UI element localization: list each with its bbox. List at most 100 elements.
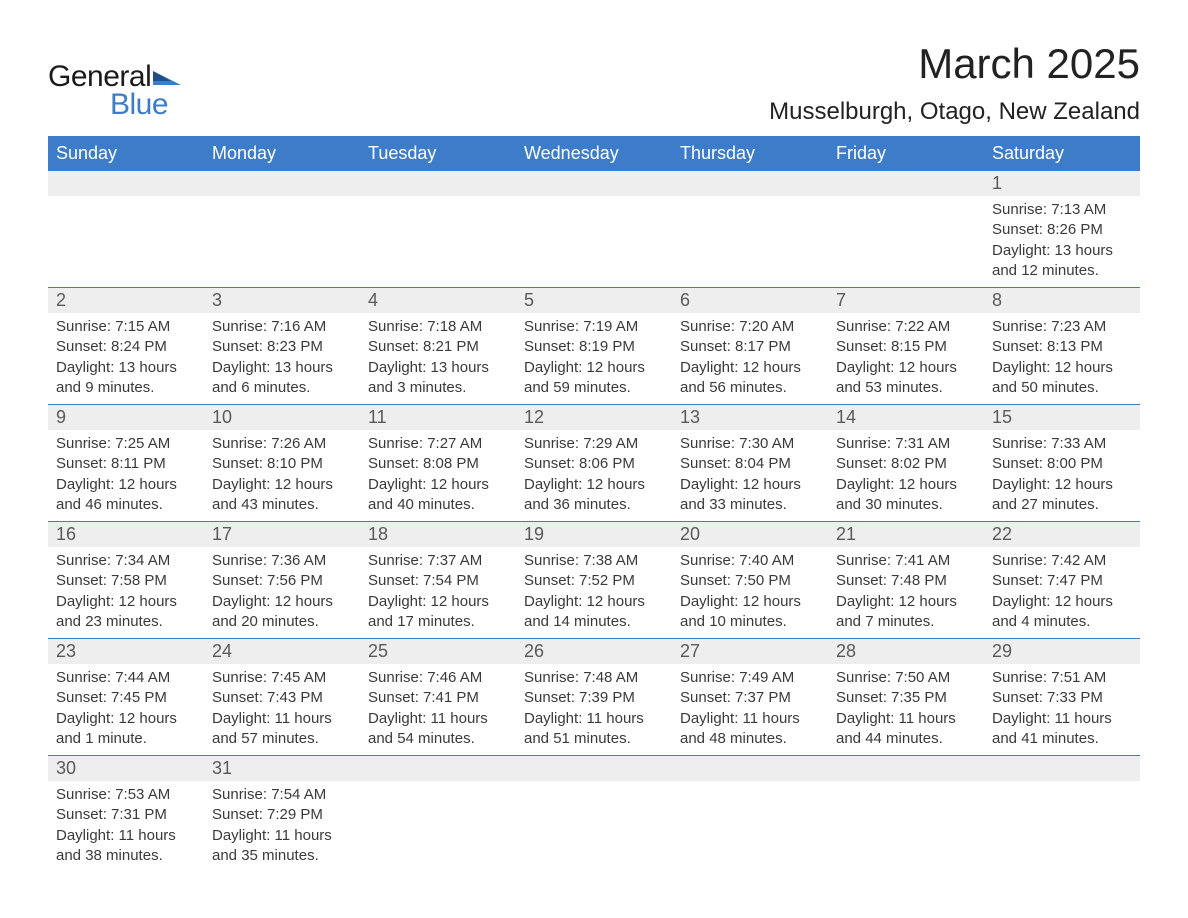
day-details bbox=[360, 196, 516, 288]
sunset-text: Sunset: 8:21 PM bbox=[368, 337, 508, 357]
day-number bbox=[360, 171, 516, 196]
day-details-row: Sunrise: 7:44 AMSunset: 7:45 PMDaylight:… bbox=[48, 664, 1140, 756]
day-details: Sunrise: 7:25 AMSunset: 8:11 PMDaylight:… bbox=[48, 430, 204, 522]
day-details: Sunrise: 7:22 AMSunset: 8:15 PMDaylight:… bbox=[828, 313, 984, 405]
daylight-text: Daylight: 12 hours and 53 minutes. bbox=[836, 358, 976, 399]
sunset-text: Sunset: 7:45 PM bbox=[56, 688, 196, 708]
daylight-text: Daylight: 12 hours and 1 minute. bbox=[56, 709, 196, 750]
day-number: 23 bbox=[48, 639, 204, 665]
day-number: 29 bbox=[984, 639, 1140, 665]
weekday-header: Tuesday bbox=[360, 136, 516, 171]
day-number: 2 bbox=[48, 288, 204, 314]
day-details: Sunrise: 7:19 AMSunset: 8:19 PMDaylight:… bbox=[516, 313, 672, 405]
sunrise-text: Sunrise: 7:44 AM bbox=[56, 668, 196, 688]
sunrise-text: Sunrise: 7:26 AM bbox=[212, 434, 352, 454]
sunset-text: Sunset: 8:06 PM bbox=[524, 454, 664, 474]
day-details: Sunrise: 7:23 AMSunset: 8:13 PMDaylight:… bbox=[984, 313, 1140, 405]
sunrise-text: Sunrise: 7:40 AM bbox=[680, 551, 820, 571]
day-number: 20 bbox=[672, 522, 828, 548]
day-number-row: 3031 bbox=[48, 756, 1140, 782]
daylight-text: Daylight: 12 hours and 14 minutes. bbox=[524, 592, 664, 633]
sunrise-text: Sunrise: 7:16 AM bbox=[212, 317, 352, 337]
sunrise-text: Sunrise: 7:53 AM bbox=[56, 785, 196, 805]
calendar-table: SundayMondayTuesdayWednesdayThursdayFrid… bbox=[48, 136, 1140, 872]
day-details bbox=[828, 781, 984, 872]
sunset-text: Sunset: 8:19 PM bbox=[524, 337, 664, 357]
day-number-row: 16171819202122 bbox=[48, 522, 1140, 548]
sunset-text: Sunset: 7:47 PM bbox=[992, 571, 1132, 591]
day-number bbox=[360, 756, 516, 782]
daylight-text: Daylight: 12 hours and 30 minutes. bbox=[836, 475, 976, 516]
daylight-text: Daylight: 12 hours and 10 minutes. bbox=[680, 592, 820, 633]
sunset-text: Sunset: 7:48 PM bbox=[836, 571, 976, 591]
day-number: 25 bbox=[360, 639, 516, 665]
day-number bbox=[48, 171, 204, 196]
sunset-text: Sunset: 8:26 PM bbox=[992, 220, 1132, 240]
day-number: 5 bbox=[516, 288, 672, 314]
day-details: Sunrise: 7:36 AMSunset: 7:56 PMDaylight:… bbox=[204, 547, 360, 639]
logo: General Blue bbox=[48, 40, 181, 122]
daylight-text: Daylight: 12 hours and 36 minutes. bbox=[524, 475, 664, 516]
daylight-text: Daylight: 11 hours and 48 minutes. bbox=[680, 709, 820, 750]
sunset-text: Sunset: 7:56 PM bbox=[212, 571, 352, 591]
daylight-text: Daylight: 12 hours and 33 minutes. bbox=[680, 475, 820, 516]
daylight-text: Daylight: 13 hours and 12 minutes. bbox=[992, 241, 1132, 282]
daylight-text: Daylight: 12 hours and 4 minutes. bbox=[992, 592, 1132, 633]
month-title: March 2025 bbox=[769, 40, 1140, 88]
sunrise-text: Sunrise: 7:25 AM bbox=[56, 434, 196, 454]
day-details-row: Sunrise: 7:15 AMSunset: 8:24 PMDaylight:… bbox=[48, 313, 1140, 405]
day-number-row: 2345678 bbox=[48, 288, 1140, 314]
sunrise-text: Sunrise: 7:41 AM bbox=[836, 551, 976, 571]
day-details bbox=[516, 781, 672, 872]
sunset-text: Sunset: 7:50 PM bbox=[680, 571, 820, 591]
sunset-text: Sunset: 7:29 PM bbox=[212, 805, 352, 825]
day-number: 27 bbox=[672, 639, 828, 665]
day-number: 17 bbox=[204, 522, 360, 548]
sunrise-text: Sunrise: 7:27 AM bbox=[368, 434, 508, 454]
day-number: 22 bbox=[984, 522, 1140, 548]
daylight-text: Daylight: 11 hours and 38 minutes. bbox=[56, 826, 196, 867]
day-number: 7 bbox=[828, 288, 984, 314]
daylight-text: Daylight: 11 hours and 54 minutes. bbox=[368, 709, 508, 750]
day-number bbox=[828, 756, 984, 782]
sunset-text: Sunset: 8:11 PM bbox=[56, 454, 196, 474]
day-number: 28 bbox=[828, 639, 984, 665]
weekday-header: Friday bbox=[828, 136, 984, 171]
location-title: Musselburgh, Otago, New Zealand bbox=[769, 98, 1140, 126]
sunset-text: Sunset: 7:33 PM bbox=[992, 688, 1132, 708]
day-details bbox=[204, 196, 360, 288]
day-number: 18 bbox=[360, 522, 516, 548]
daylight-text: Daylight: 13 hours and 3 minutes. bbox=[368, 358, 508, 399]
sunrise-text: Sunrise: 7:15 AM bbox=[56, 317, 196, 337]
day-number: 8 bbox=[984, 288, 1140, 314]
sunrise-text: Sunrise: 7:34 AM bbox=[56, 551, 196, 571]
weekday-header-row: SundayMondayTuesdayWednesdayThursdayFrid… bbox=[48, 136, 1140, 171]
daylight-text: Daylight: 12 hours and 43 minutes. bbox=[212, 475, 352, 516]
sunrise-text: Sunrise: 7:38 AM bbox=[524, 551, 664, 571]
sunrise-text: Sunrise: 7:19 AM bbox=[524, 317, 664, 337]
sunset-text: Sunset: 7:31 PM bbox=[56, 805, 196, 825]
sunset-text: Sunset: 8:00 PM bbox=[992, 454, 1132, 474]
sunset-text: Sunset: 8:13 PM bbox=[992, 337, 1132, 357]
day-number bbox=[828, 171, 984, 196]
daylight-text: Daylight: 12 hours and 23 minutes. bbox=[56, 592, 196, 633]
sunrise-text: Sunrise: 7:22 AM bbox=[836, 317, 976, 337]
daylight-text: Daylight: 13 hours and 9 minutes. bbox=[56, 358, 196, 399]
day-details: Sunrise: 7:26 AMSunset: 8:10 PMDaylight:… bbox=[204, 430, 360, 522]
sunrise-text: Sunrise: 7:42 AM bbox=[992, 551, 1132, 571]
weekday-header: Saturday bbox=[984, 136, 1140, 171]
day-details: Sunrise: 7:20 AMSunset: 8:17 PMDaylight:… bbox=[672, 313, 828, 405]
day-number: 21 bbox=[828, 522, 984, 548]
day-details: Sunrise: 7:54 AMSunset: 7:29 PMDaylight:… bbox=[204, 781, 360, 872]
day-details: Sunrise: 7:31 AMSunset: 8:02 PMDaylight:… bbox=[828, 430, 984, 522]
sunset-text: Sunset: 7:37 PM bbox=[680, 688, 820, 708]
day-number: 9 bbox=[48, 405, 204, 431]
sunrise-text: Sunrise: 7:50 AM bbox=[836, 668, 976, 688]
day-details: Sunrise: 7:40 AMSunset: 7:50 PMDaylight:… bbox=[672, 547, 828, 639]
sunset-text: Sunset: 8:15 PM bbox=[836, 337, 976, 357]
sunrise-text: Sunrise: 7:37 AM bbox=[368, 551, 508, 571]
sunset-text: Sunset: 8:23 PM bbox=[212, 337, 352, 357]
day-details: Sunrise: 7:27 AMSunset: 8:08 PMDaylight:… bbox=[360, 430, 516, 522]
day-number: 16 bbox=[48, 522, 204, 548]
day-number: 14 bbox=[828, 405, 984, 431]
